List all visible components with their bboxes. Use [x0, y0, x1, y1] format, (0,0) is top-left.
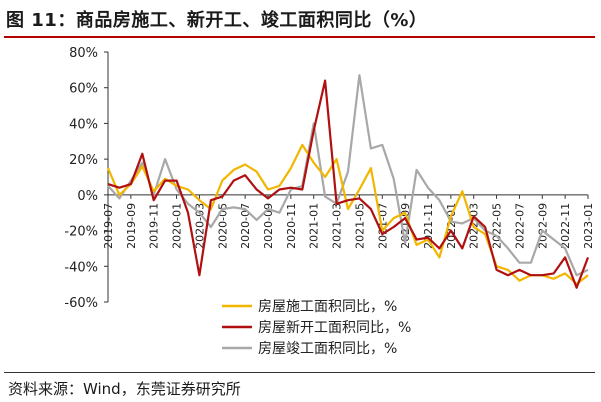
- x-tick-label: 2019-09: [125, 203, 138, 249]
- x-tick-label: 2021-05: [353, 203, 366, 249]
- x-tick-label: 2019-11: [148, 203, 161, 249]
- y-tick-label: 80%: [69, 46, 98, 61]
- x-tick-label: 2022-11: [559, 203, 572, 249]
- x-tick-label: 2021-01: [308, 203, 321, 249]
- y-tick-label: -60%: [64, 296, 98, 311]
- x-tick-label: 2021-03: [331, 203, 344, 249]
- y-tick-label: 0%: [77, 189, 98, 204]
- source-divider: [4, 372, 595, 373]
- y-tick-label: 40%: [69, 117, 98, 132]
- y-tick-label: -20%: [64, 225, 98, 240]
- y-tick-label: 20%: [69, 153, 98, 168]
- legend-label-1: 房屋新开工面积同比，%: [258, 320, 411, 336]
- x-tick-label: 2022-01: [445, 203, 458, 249]
- x-tick-label: 2019-07: [102, 203, 115, 249]
- x-tick-label: 2020-09: [262, 203, 275, 249]
- y-tick-label: -40%: [64, 260, 98, 275]
- chart-title: 图 11：商品房施工、新开工、竣工面积同比（%）: [6, 10, 428, 31]
- y-tick-label: 60%: [69, 82, 98, 97]
- source-note: 资料来源：Wind，东莞证券研究所: [8, 380, 241, 398]
- x-tick-label: 2023-01: [582, 203, 595, 249]
- series-line-1: [107, 79, 590, 289]
- x-tick-label: 2020-07: [239, 203, 252, 249]
- series-line-2: [107, 74, 589, 277]
- series-line-0: [106, 143, 589, 286]
- x-tick-label: 2022-07: [513, 203, 526, 249]
- x-tick-label: 2022-05: [491, 203, 504, 249]
- legend-label-2: 房屋竣工面积同比，%: [258, 341, 397, 357]
- x-tick-label: 2020-03: [193, 203, 206, 249]
- title-divider: [4, 36, 595, 38]
- x-tick-label: 2020-11: [285, 203, 298, 249]
- x-tick-label: 2020-01: [171, 203, 184, 249]
- legend-label-0: 房屋施工面积同比，%: [258, 299, 397, 315]
